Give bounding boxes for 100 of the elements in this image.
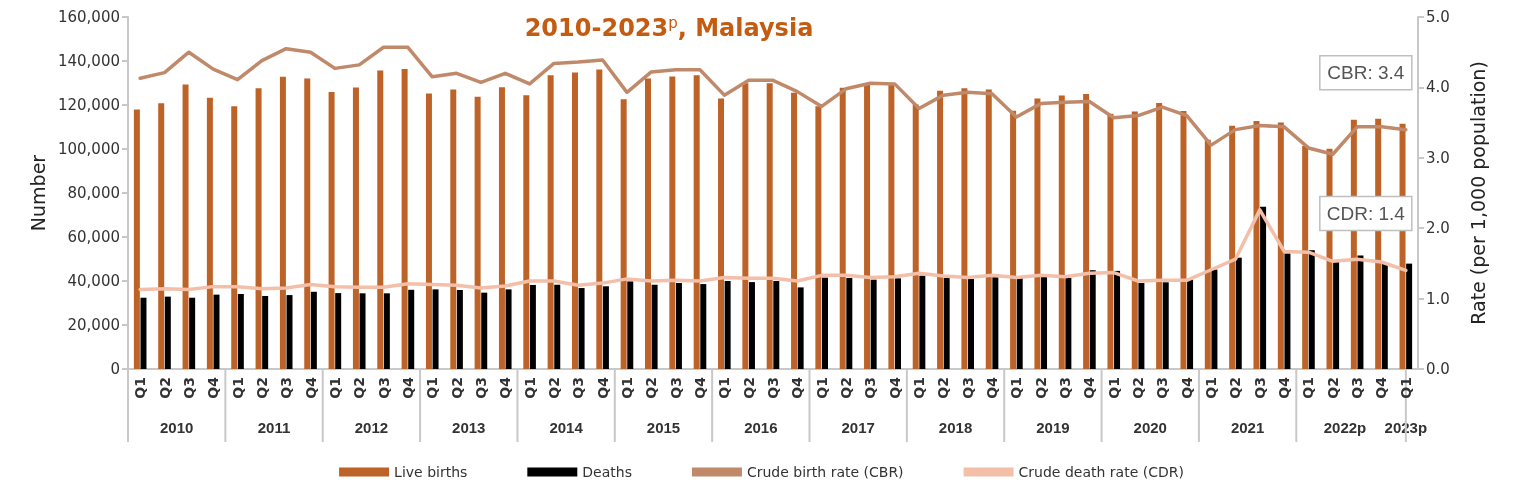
bar (140, 297, 147, 369)
bar (1114, 270, 1121, 369)
x-tick-label: Q1 (716, 377, 733, 399)
x-tick-label: Q3 (180, 377, 197, 399)
x-tick-label: Q3 (278, 377, 295, 399)
bar (304, 78, 311, 369)
bar (189, 297, 196, 369)
bar (895, 278, 901, 369)
bar (1010, 110, 1017, 369)
x-tick-label: Q4 (594, 376, 611, 399)
bar (919, 275, 926, 369)
x-tick-label: Q4 (789, 376, 806, 399)
x-tick-label: Q4 (691, 376, 708, 399)
bar (1016, 277, 1023, 369)
bar (286, 295, 293, 369)
text: 2023p (1384, 418, 1428, 436)
x-tick-label: Q2 (156, 377, 173, 399)
y-tick-label: 20,000 (67, 316, 120, 334)
x-tick-label: Q1 (1300, 377, 1317, 399)
bar (133, 109, 140, 369)
bar (596, 69, 603, 369)
legend-label: Deaths (582, 464, 632, 480)
bar (992, 277, 999, 369)
bar (481, 292, 488, 369)
bar (335, 293, 342, 369)
y-tick-label: 0 (110, 360, 120, 378)
x-tick-label: Q1 (132, 377, 149, 399)
bar (456, 290, 463, 369)
bar (1138, 282, 1145, 369)
bar (1235, 257, 1242, 369)
x-tick-label: Q1 (813, 377, 830, 399)
bar (554, 284, 561, 369)
bar (377, 70, 384, 369)
bar (547, 75, 554, 369)
bar (1034, 98, 1041, 369)
y-tick-label: 120,000 (57, 96, 120, 114)
x-tick-label: Q1 (1105, 377, 1122, 399)
bar (766, 83, 773, 369)
x-tick-label: Q2 (643, 377, 660, 399)
bar (675, 282, 682, 369)
text: 2022p (1323, 418, 1367, 436)
bar (182, 84, 189, 369)
bar (693, 75, 700, 369)
y-tick-label: 140,000 (57, 52, 120, 70)
y2-tick-label: 5.0 (1426, 8, 1450, 26)
x-tick-label: Q3 (375, 377, 392, 399)
bar (505, 289, 512, 369)
x-tick-label: Q2 (935, 377, 952, 399)
bar (1187, 279, 1194, 369)
x-tick-label: Q4 (205, 376, 222, 399)
bar (529, 284, 536, 369)
annotation: CBR: 3.4 (1327, 62, 1405, 84)
bar (279, 76, 286, 369)
bar (206, 97, 213, 369)
bar (571, 72, 578, 369)
bar (1107, 113, 1114, 369)
x-tick-label: Q3 (959, 377, 976, 399)
x-tick-label: Q2 (1130, 377, 1147, 399)
bar (213, 294, 220, 369)
bar (1229, 125, 1236, 369)
annotation: CDR: 1.4 (1326, 202, 1406, 224)
x-tick-label: Q1 (424, 377, 441, 399)
bar (870, 279, 877, 369)
x-tick-label: Q3 (570, 377, 587, 399)
x-tick-label: Q1 (1203, 377, 1220, 399)
x-tick-label: Q4 (1081, 376, 1098, 399)
legend-label: Crude death rate (CDR) (1018, 464, 1184, 480)
bar (669, 76, 676, 369)
bar (748, 282, 755, 369)
bar (742, 83, 749, 369)
bar (164, 296, 171, 369)
bar (1058, 95, 1065, 369)
bar (620, 99, 627, 369)
bar (627, 281, 634, 369)
x-tick-label: Q4 (497, 376, 514, 399)
bar (602, 286, 609, 369)
x-tick-label: Q1 (229, 377, 246, 399)
y-tick-label: 80,000 (67, 184, 120, 202)
bar (1211, 269, 1218, 369)
y2-tick-label: 3.0 (1426, 148, 1450, 167)
bar (961, 88, 968, 369)
x-tick-label: Q2 (448, 377, 465, 399)
bar (1162, 282, 1169, 369)
bar (1083, 94, 1090, 369)
text: 2019 (1036, 418, 1070, 436)
x-tick-label: Q4 (302, 376, 319, 399)
text: 2014 (549, 418, 584, 436)
x-tick-label: Q4 (984, 376, 1001, 399)
bar (432, 289, 439, 369)
x-tick-label: Q2 (253, 377, 270, 399)
bar (352, 87, 359, 369)
text: 2018 (938, 418, 973, 436)
legend-label: Live births (394, 464, 468, 480)
y-tick-label: 160,000 (57, 8, 120, 26)
x-tick-label: Q2 (1324, 377, 1341, 399)
y-tick-label: 40,000 (67, 272, 120, 290)
x-tick-label: Q3 (1251, 377, 1268, 399)
bar (310, 291, 317, 369)
y2-tick-label: 1.0 (1426, 289, 1450, 308)
bar (359, 293, 366, 369)
